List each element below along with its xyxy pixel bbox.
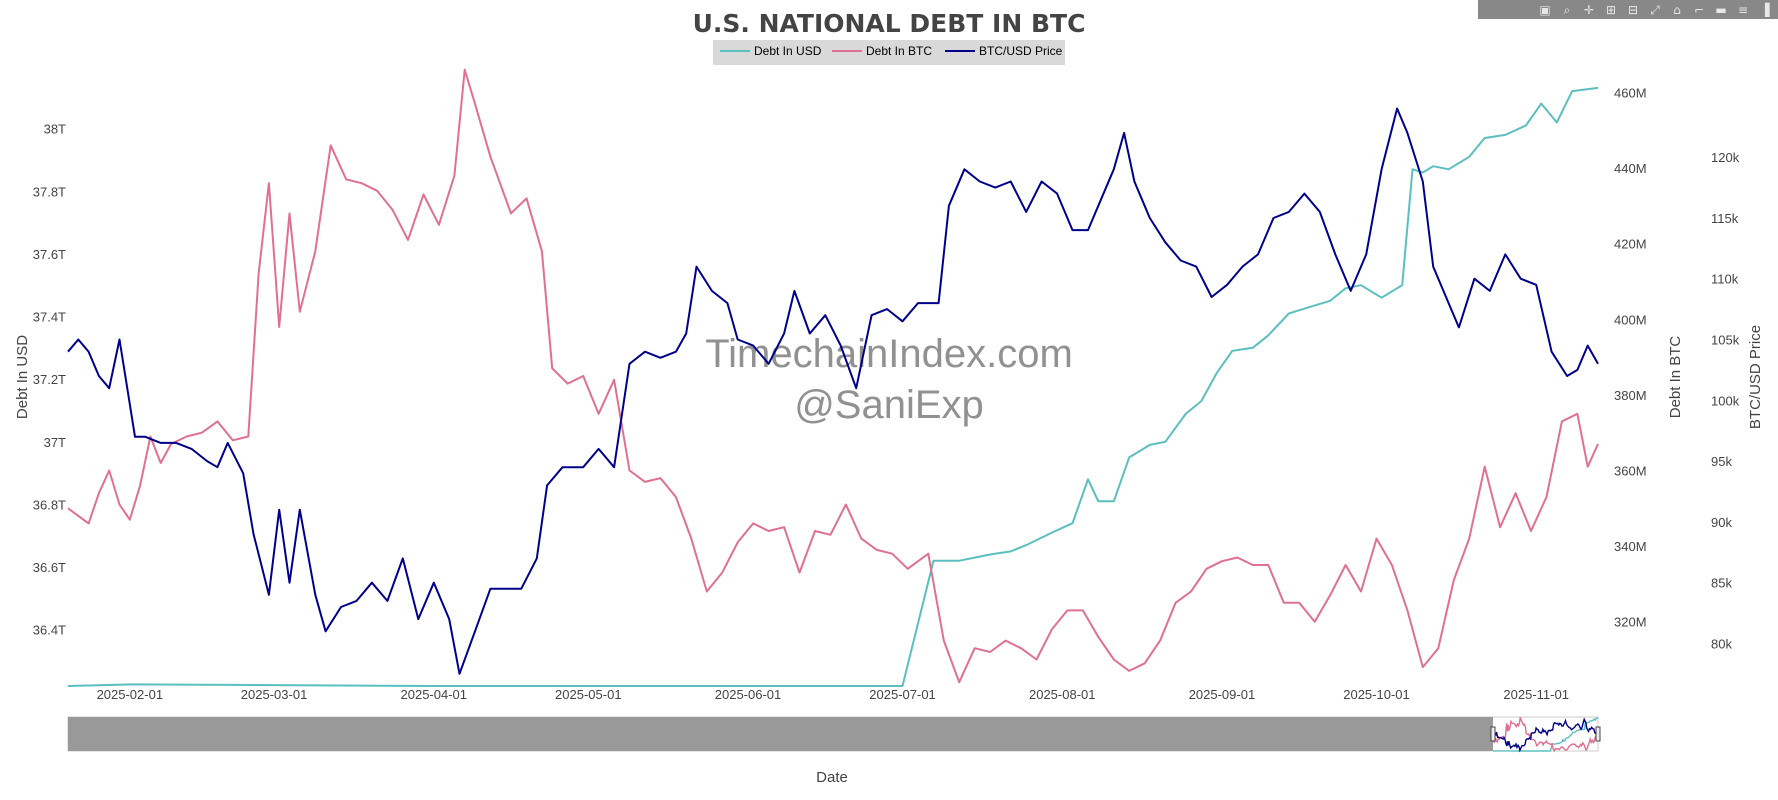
right1-tick-label: 320M: [1614, 615, 1647, 630]
left-axis-ticks: 36.4T 36.6T 36.8T 37T 37.2T 37.4T 37.6T 37.8T 38…: [33, 122, 66, 638]
watermark: TimechainIndex.com @SaniExp: [705, 332, 1073, 427]
plotly-logo-icon[interactable]: ▐: [1760, 2, 1770, 17]
legend-item-label[interactable]: Debt In BTC: [866, 44, 932, 58]
range-slider-handle-right[interactable]: [1595, 726, 1601, 742]
right1-tick-label: 380M: [1614, 388, 1647, 403]
left-tick-label: 37.8T: [33, 184, 66, 199]
x-tick-label: 2025-09-01: [1189, 687, 1256, 702]
range-slider-mask: [68, 717, 1493, 751]
x-tick-label: 2025-07-01: [869, 687, 936, 702]
x-axis-ticks: 2025-02-01 2025-03-01 2025-04-01 2025-05-01…: [97, 687, 1569, 702]
left-tick-label: 36.4T: [33, 623, 66, 638]
pan-icon[interactable]: ✛: [1583, 2, 1595, 17]
right2-tick-label: 115k: [1711, 211, 1739, 226]
legend-item-label[interactable]: Debt In USD: [754, 44, 822, 58]
chart-title: U.S. NATIONAL DEBT IN BTC: [693, 9, 1086, 38]
series-line-debt-in-btc: [67, 68, 1599, 684]
range-slider-series: [1492, 717, 1599, 753]
left-tick-label: 37.2T: [33, 372, 66, 387]
right1-tick-label: 420M: [1614, 237, 1647, 252]
zoom-in-icon[interactable]: ⊞: [1605, 2, 1617, 17]
zoom-icon[interactable]: ⌕: [1563, 2, 1571, 17]
left-tick-label: 36.6T: [33, 560, 66, 575]
left-tick-label: 37T: [44, 435, 66, 450]
left-axis-title: Debt In USD: [14, 335, 31, 419]
modebar: ▣ ⌕ ✛ ⊞ ⊟ ⤢ ⌂ ⌐ ▬ ≡ ▐: [1478, 0, 1778, 19]
range-slider-series: [1492, 716, 1599, 753]
right2-tick-label: 100k: [1711, 393, 1740, 408]
series-line-btc-usd-price: [67, 107, 1599, 675]
range-slider-handle-left[interactable]: [1490, 726, 1496, 742]
left-tick-label: 37.4T: [33, 310, 66, 325]
watermark-line-1: TimechainIndex.com: [705, 332, 1073, 376]
left-tick-label: 37.6T: [33, 247, 66, 262]
right1-tick-label: 400M: [1614, 312, 1647, 327]
series-lines: [67, 68, 1599, 687]
x-tick-label: 2025-06-01: [715, 687, 782, 702]
legend-item-label[interactable]: BTC/USD Price: [979, 44, 1063, 58]
range-slider[interactable]: [67, 716, 1601, 753]
right2-tick-label: 105k: [1711, 333, 1740, 348]
right2-tick-label: 110k: [1711, 272, 1739, 287]
right2-tick-label: 80k: [1711, 636, 1732, 651]
right2-tick-label: 90k: [1711, 515, 1732, 530]
left-tick-label: 36.8T: [33, 497, 66, 512]
x-tick-label: 2025-05-01: [555, 687, 622, 702]
right2-tick-label: 120k: [1711, 150, 1740, 165]
camera-icon[interactable]: ▣: [1539, 2, 1551, 17]
zoom-out-icon[interactable]: ⊟: [1627, 2, 1639, 17]
home-icon[interactable]: ⌂: [1673, 2, 1681, 17]
hover-compare-icon[interactable]: ≡: [1737, 2, 1749, 17]
range-slider-series: [1492, 717, 1599, 752]
x-tick-label: 2025-04-01: [401, 687, 468, 702]
right1-tick-label: 360M: [1614, 464, 1647, 479]
spike-lines-icon[interactable]: ⌐: [1693, 2, 1705, 17]
x-tick-label: 2025-08-01: [1029, 687, 1096, 702]
hover-closest-icon[interactable]: ▬: [1715, 2, 1727, 17]
legend: Debt In USD Debt In BTC BTC/USD Price: [713, 40, 1065, 65]
right1-tick-label: 340M: [1614, 539, 1647, 554]
right1-tick-label: 440M: [1614, 161, 1647, 176]
series-line-debt-in-usd: [67, 86, 1599, 687]
legend-background: [713, 40, 1065, 65]
right2-tick-label: 95k: [1711, 454, 1732, 469]
left-tick-label: 38T: [44, 122, 66, 137]
right1-axis-title: Debt In BTC: [1667, 336, 1684, 419]
x-tick-label: 2025-10-01: [1343, 687, 1410, 702]
watermark-line-2: @SaniExp: [794, 383, 984, 427]
x-tick-label: 2025-03-01: [241, 687, 308, 702]
x-axis-title: Date: [816, 769, 848, 786]
x-tick-label: 2025-11-01: [1503, 687, 1569, 702]
right1-tick-label: 460M: [1614, 85, 1647, 100]
autoscale-icon[interactable]: ⤢: [1650, 2, 1660, 17]
right2-axis-ticks: 80k 85k 90k 95k 100k 105k 110k 115k 120k: [1711, 150, 1740, 651]
right2-tick-label: 85k: [1711, 576, 1732, 591]
right2-axis-title: BTC/USD Price: [1747, 325, 1764, 429]
x-tick-label: 2025-02-01: [97, 687, 164, 702]
right1-axis-ticks: 320M 340M 360M 380M 400M 420M 440M 460M: [1614, 85, 1647, 629]
